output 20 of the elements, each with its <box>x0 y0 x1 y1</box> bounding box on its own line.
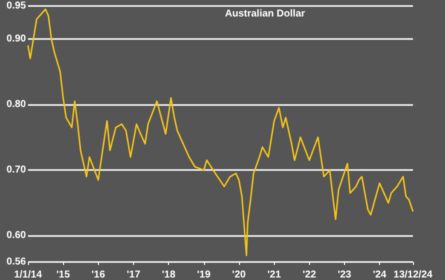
x-tick-label: 13/12/24 <box>394 270 433 280</box>
x-tick-label: '21 <box>267 270 282 280</box>
x-tick-label: '18 <box>162 270 176 280</box>
x-tick-label: 1/1/14 <box>14 270 42 280</box>
x-tick-label: '16 <box>92 270 106 280</box>
y-tick-label: 0.80 <box>6 98 26 110</box>
x-tick-label: '24 <box>372 270 387 280</box>
y-tick-label: 0.60 <box>6 230 26 242</box>
x-tick-label: '23 <box>338 270 352 280</box>
x-tick-label: '15 <box>56 270 70 280</box>
x-tick-label: '19 <box>197 270 211 280</box>
x-tick-label: '17 <box>126 270 141 280</box>
y-tick-label: 0.95 <box>6 0 26 12</box>
y-tick-label: 0.90 <box>6 33 26 44</box>
line-series <box>27 8 414 256</box>
x-tick-label: '22 <box>302 270 316 280</box>
x-tick-label: '20 <box>232 270 246 280</box>
y-tick-label: 0.70 <box>6 164 26 176</box>
y-tick-label: 0.56 <box>6 256 26 268</box>
chart-title: Australian Dollar <box>225 8 306 20</box>
